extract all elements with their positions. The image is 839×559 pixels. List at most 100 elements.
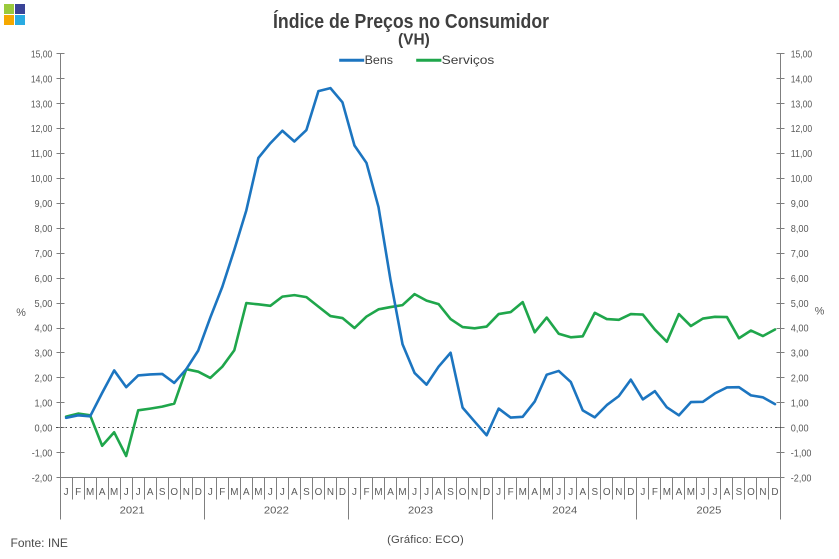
svg-text:M: M xyxy=(254,487,262,498)
svg-text:N: N xyxy=(615,487,622,498)
svg-text:%: % xyxy=(815,305,825,317)
svg-text:F: F xyxy=(363,487,369,498)
svg-text:4,00: 4,00 xyxy=(791,324,809,335)
svg-text:-1,00: -1,00 xyxy=(791,448,812,459)
svg-text:3,00: 3,00 xyxy=(791,349,809,360)
svg-text:2,00: 2,00 xyxy=(35,374,53,385)
svg-text:J: J xyxy=(412,487,417,498)
svg-text:O: O xyxy=(170,487,178,498)
svg-text:9,00: 9,00 xyxy=(35,199,53,210)
svg-text:A: A xyxy=(147,487,154,498)
svg-text:J: J xyxy=(64,487,69,498)
svg-text:5,00: 5,00 xyxy=(35,299,53,310)
svg-text:14,00: 14,00 xyxy=(791,74,813,85)
svg-text:A: A xyxy=(291,487,298,498)
svg-text:O: O xyxy=(459,487,467,498)
svg-text:M: M xyxy=(663,487,671,498)
svg-text:A: A xyxy=(579,487,586,498)
svg-text:N: N xyxy=(759,487,766,498)
svg-text:12,00: 12,00 xyxy=(31,124,53,135)
svg-text:M: M xyxy=(230,487,238,498)
svg-text:S: S xyxy=(591,487,598,498)
svg-text:J: J xyxy=(640,487,645,498)
svg-text:7,00: 7,00 xyxy=(35,249,53,260)
svg-text:J: J xyxy=(124,487,129,498)
svg-text:Fonte: INE: Fonte: INE xyxy=(11,536,68,550)
svg-text:Bens: Bens xyxy=(365,53,393,67)
svg-text:N: N xyxy=(471,487,478,498)
svg-text:0,00: 0,00 xyxy=(791,424,809,435)
svg-text:2025: 2025 xyxy=(696,505,721,516)
svg-text:%: % xyxy=(16,307,26,319)
svg-text:F: F xyxy=(652,487,658,498)
svg-text:O: O xyxy=(315,487,323,498)
svg-text:13,00: 13,00 xyxy=(31,99,53,110)
svg-text:2022: 2022 xyxy=(264,505,289,516)
svg-text:6,00: 6,00 xyxy=(791,274,809,285)
svg-text:S: S xyxy=(303,487,310,498)
svg-text:J: J xyxy=(700,487,705,498)
svg-text:Serviços: Serviços xyxy=(442,53,495,67)
svg-text:S: S xyxy=(159,487,166,498)
svg-text:D: D xyxy=(195,487,202,498)
svg-text:F: F xyxy=(508,487,514,498)
svg-text:2023: 2023 xyxy=(408,505,433,516)
svg-text:-2,00: -2,00 xyxy=(791,473,812,484)
svg-text:M: M xyxy=(86,487,94,498)
svg-text:A: A xyxy=(243,487,250,498)
svg-text:M: M xyxy=(110,487,118,498)
svg-text:15,00: 15,00 xyxy=(791,49,813,60)
svg-text:O: O xyxy=(603,487,611,498)
svg-text:2021: 2021 xyxy=(120,505,145,516)
svg-text:J: J xyxy=(208,487,213,498)
svg-text:-2,00: -2,00 xyxy=(32,473,53,484)
svg-text:1,00: 1,00 xyxy=(35,399,53,410)
svg-text:F: F xyxy=(75,487,81,498)
svg-text:F: F xyxy=(219,487,225,498)
svg-text:13,00: 13,00 xyxy=(791,99,813,110)
svg-text:15,00: 15,00 xyxy=(31,49,53,60)
svg-text:D: D xyxy=(627,487,634,498)
svg-text:N: N xyxy=(183,487,190,498)
svg-text:D: D xyxy=(339,487,346,498)
svg-text:Índice de Preços no Consumidor: Índice de Preços no Consumidor xyxy=(273,10,549,33)
svg-text:A: A xyxy=(724,487,731,498)
svg-text:J: J xyxy=(268,487,273,498)
svg-text:7,00: 7,00 xyxy=(791,249,809,260)
svg-text:S: S xyxy=(447,487,454,498)
svg-text:(Gráfico: ECO): (Gráfico: ECO) xyxy=(387,534,464,546)
svg-text:4,00: 4,00 xyxy=(35,324,53,335)
svg-text:D: D xyxy=(771,487,778,498)
svg-text:A: A xyxy=(435,487,442,498)
svg-text:A: A xyxy=(99,487,106,498)
svg-text:5,00: 5,00 xyxy=(791,299,809,310)
svg-text:J: J xyxy=(712,487,717,498)
svg-text:J: J xyxy=(556,487,561,498)
svg-text:O: O xyxy=(747,487,755,498)
svg-text:0,00: 0,00 xyxy=(35,424,53,435)
svg-text:10,00: 10,00 xyxy=(791,174,813,185)
svg-text:J: J xyxy=(568,487,573,498)
svg-text:N: N xyxy=(327,487,334,498)
svg-text:1,00: 1,00 xyxy=(791,399,809,410)
svg-text:9,00: 9,00 xyxy=(791,199,809,210)
svg-text:J: J xyxy=(352,487,357,498)
svg-text:A: A xyxy=(676,487,683,498)
svg-text:M: M xyxy=(543,487,551,498)
svg-text:8,00: 8,00 xyxy=(35,224,53,235)
svg-text:14,00: 14,00 xyxy=(31,74,53,85)
svg-text:M: M xyxy=(374,487,382,498)
svg-text:11,00: 11,00 xyxy=(791,149,813,160)
svg-text:J: J xyxy=(424,487,429,498)
svg-text:2,00: 2,00 xyxy=(791,374,809,385)
svg-text:6,00: 6,00 xyxy=(35,274,53,285)
svg-text:11,00: 11,00 xyxy=(31,149,53,160)
svg-text:M: M xyxy=(398,487,406,498)
svg-text:3,00: 3,00 xyxy=(35,349,53,360)
svg-text:12,00: 12,00 xyxy=(791,124,813,135)
svg-text:J: J xyxy=(136,487,141,498)
svg-text:M: M xyxy=(519,487,527,498)
svg-text:J: J xyxy=(496,487,501,498)
svg-text:J: J xyxy=(280,487,285,498)
svg-text:M: M xyxy=(687,487,695,498)
